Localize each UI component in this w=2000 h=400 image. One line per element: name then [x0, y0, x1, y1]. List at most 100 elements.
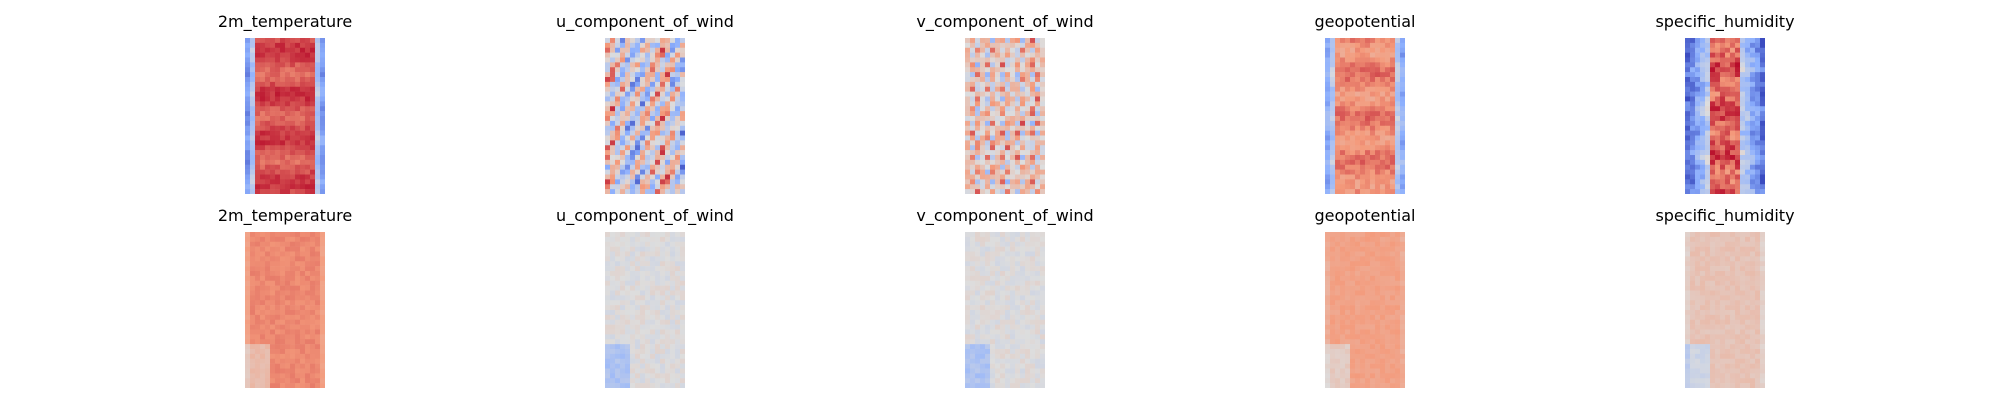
- heatmap-cell: [250, 285, 256, 291]
- heatmap-cell: [1710, 47, 1716, 53]
- heatmap-cell: [1035, 383, 1041, 388]
- heatmap-cell: [970, 232, 976, 238]
- heatmap-cell: [1330, 62, 1336, 68]
- heatmap-cell: [1725, 339, 1731, 345]
- heatmap-cell: [1740, 189, 1746, 194]
- heatmap-cell: [965, 319, 971, 325]
- heatmap-cell: [275, 111, 281, 117]
- heatmap-cell: [280, 246, 286, 252]
- heatmap-cell: [1030, 86, 1036, 92]
- heatmap-cell: [630, 52, 636, 58]
- heatmap-cell: [605, 86, 611, 92]
- heatmap-cell: [1400, 324, 1405, 330]
- heatmap-cell: [1325, 378, 1331, 384]
- heatmap-cell: [305, 324, 311, 330]
- heatmap-cell: [620, 251, 626, 257]
- heatmap-cell: [1025, 159, 1031, 166]
- heatmap-cell: [680, 305, 685, 311]
- heatmap-cell: [1760, 314, 1765, 321]
- heatmap-cell: [290, 363, 296, 369]
- heatmap-cell: [1330, 106, 1336, 112]
- heatmap-cell: [970, 261, 976, 267]
- heatmap-cell: [1005, 246, 1011, 252]
- heatmap-cell: [265, 344, 271, 350]
- heatmap-cell: [1700, 86, 1706, 92]
- heatmap-cell: [1755, 130, 1761, 136]
- heatmap-cell: [1010, 155, 1016, 161]
- heatmap-cell: [610, 96, 616, 102]
- heatmap-cell: [665, 344, 671, 350]
- heatmap-cell: [1750, 106, 1756, 112]
- heatmap-cell: [640, 42, 646, 49]
- heatmap-cell: [280, 47, 286, 53]
- heatmap-cell: [650, 42, 656, 49]
- heatmap-cell: [650, 111, 656, 117]
- heatmap-cell: [655, 373, 661, 379]
- heatmap-cell: [1010, 271, 1016, 277]
- heatmap-cell: [1020, 349, 1026, 355]
- heatmap-cell: [1380, 271, 1386, 277]
- heatmap-cell: [1015, 266, 1021, 272]
- heatmap-cell: [270, 329, 276, 335]
- heatmap-cell: [1020, 140, 1026, 146]
- heatmap-cell: [1365, 334, 1371, 340]
- heatmap-cell: [665, 246, 671, 252]
- heatmap-cell: [1400, 120, 1405, 127]
- heatmap-cell: [980, 184, 986, 190]
- heatmap-cell: [1375, 368, 1381, 374]
- heatmap-cell: [650, 295, 656, 301]
- heatmap-cell: [1390, 295, 1396, 301]
- heatmap-cell: [290, 329, 296, 335]
- heatmap-cell: [1005, 67, 1011, 73]
- heatmap-cell: [1740, 86, 1746, 92]
- heatmap-cell: [630, 275, 636, 282]
- heatmap-cell: [285, 349, 291, 355]
- heatmap-cell: [1025, 164, 1031, 170]
- heatmap-cell: [250, 246, 256, 252]
- heatmap-cell: [630, 91, 636, 97]
- heatmap-cell: [620, 329, 626, 335]
- heatmap-cell: [1010, 300, 1016, 306]
- heatmap-cell: [1760, 86, 1765, 92]
- heatmap-cell: [970, 135, 976, 141]
- heatmap-cell: [1745, 150, 1751, 156]
- heatmap-cell: [1000, 349, 1006, 355]
- heatmap-cell: [265, 52, 271, 58]
- heatmap-cell: [665, 232, 671, 238]
- heatmap-cell: [1010, 368, 1016, 374]
- heatmap-cell: [680, 174, 685, 180]
- heatmap-cell: [270, 52, 276, 58]
- heatmap-cell: [980, 145, 986, 151]
- heatmap-cell: [675, 349, 681, 355]
- heatmap-cell: [1380, 295, 1386, 301]
- heatmap-cell: [1010, 174, 1016, 180]
- heatmap-cell: [1325, 155, 1331, 161]
- heatmap-u_component_of_wind: [605, 38, 685, 194]
- heatmap-cell: [640, 135, 646, 141]
- heatmap-cell: [315, 140, 321, 146]
- heatmap-cell: [1040, 334, 1045, 340]
- heatmap-cell: [1010, 383, 1016, 388]
- heatmap-cell: [1040, 72, 1045, 78]
- heatmap-cell: [1005, 145, 1011, 151]
- heatmap-cell: [1040, 358, 1045, 364]
- heatmap-cell: [1685, 72, 1691, 78]
- heatmap-cell: [1020, 241, 1026, 247]
- heatmap-cell: [1370, 47, 1376, 53]
- heatmap-cell: [245, 91, 251, 97]
- heatmap-cell: [650, 52, 656, 58]
- heatmap-cell: [980, 300, 986, 306]
- heatmap-cell: [640, 91, 646, 97]
- heatmap-cell: [1710, 334, 1716, 340]
- heatmap-cell: [1395, 116, 1401, 122]
- heatmap-cell: [275, 77, 281, 83]
- heatmap-cell: [1695, 101, 1701, 107]
- heatmap-cell: [1750, 189, 1756, 194]
- heatmap-cell: [280, 363, 286, 369]
- heatmap-cell: [975, 86, 981, 92]
- heatmap-cell: [1360, 261, 1366, 267]
- heatmap-cell: [280, 101, 286, 107]
- heatmap-cell: [1695, 145, 1701, 151]
- heatmap-cell: [1340, 339, 1346, 345]
- heatmap-cell: [995, 86, 1001, 92]
